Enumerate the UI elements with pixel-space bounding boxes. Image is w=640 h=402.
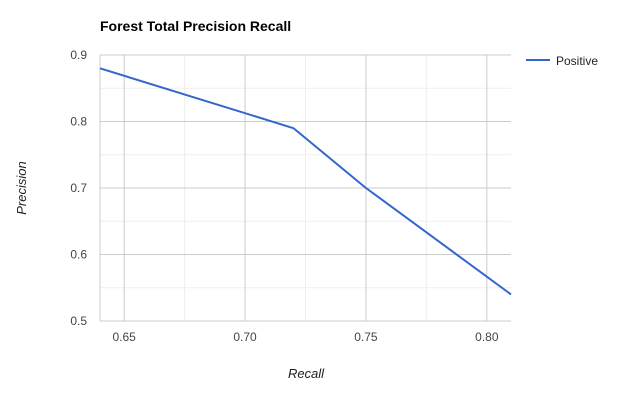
x-tick-label: 0.75	[354, 330, 378, 344]
x-tick-label: 0.65	[112, 330, 136, 344]
y-tick-label: 0.6	[70, 248, 87, 262]
x-tick-label: 0.70	[233, 330, 257, 344]
y-axis-ticks: 0.5 0.6 0.7 0.8 0.9	[70, 48, 87, 328]
x-axis-title: Recall	[288, 366, 325, 381]
major-gridlines	[99, 54, 511, 322]
y-tick-label: 0.7	[70, 181, 87, 195]
minor-gridlines	[100, 55, 511, 321]
legend-label-positive: Positive	[556, 54, 598, 68]
x-tick-label: 0.80	[475, 330, 499, 344]
y-tick-label: 0.5	[70, 314, 87, 328]
series-line-positive	[99, 67, 512, 296]
y-tick-label: 0.8	[70, 115, 87, 129]
chart-title: Forest Total Precision Recall	[100, 18, 291, 34]
series-layer	[99, 67, 512, 296]
legend: Positive	[526, 54, 598, 68]
y-axis-title: Precision	[14, 161, 29, 214]
x-axis-ticks: 0.65 0.70 0.75 0.80	[112, 330, 498, 344]
y-tick-label: 0.9	[70, 48, 87, 62]
